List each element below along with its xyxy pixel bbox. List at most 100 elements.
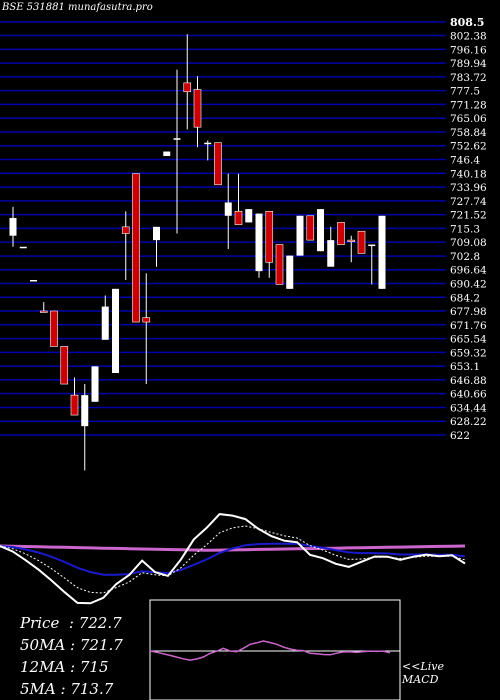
candle [265, 211, 274, 278]
candle-body [112, 288, 119, 373]
candle-body [9, 217, 17, 236]
candle [357, 230, 366, 254]
y-tick-label: 634.44 [450, 402, 487, 414]
candle [173, 69, 181, 234]
y-tick-label: 677.98 [450, 306, 487, 318]
candle-body [347, 239, 356, 242]
stat-ma50: 50MA : 721.7 [20, 636, 123, 654]
stat-ma12: 12MA : 715 [20, 658, 109, 676]
y-tick-label: 771.28 [450, 99, 487, 111]
y-tick-label: 622 [450, 430, 470, 442]
candle-body [101, 306, 109, 340]
stat-ma5-label: 5MA [20, 680, 56, 698]
y-tick-label: 721.52 [450, 210, 487, 222]
candle [153, 226, 160, 267]
candle [81, 384, 89, 471]
candle-body [70, 394, 79, 416]
candle [50, 310, 58, 347]
indicator-slow-ma-line [0, 542, 466, 576]
candle [121, 211, 130, 280]
y-tick-label: 808.5 [450, 16, 484, 29]
candle [214, 142, 222, 186]
candle-body [306, 215, 315, 241]
candle-body [357, 230, 366, 254]
candle-body [121, 226, 130, 234]
candle-body [173, 138, 181, 140]
candle [163, 151, 171, 156]
candle-body [368, 244, 376, 247]
candle-body [378, 215, 386, 289]
candle [19, 246, 27, 249]
candle [296, 215, 304, 256]
stat-ma12-value: 715 [79, 658, 109, 676]
candle [317, 209, 324, 252]
candle-body [39, 310, 48, 313]
candle [193, 76, 202, 148]
macd-legend: <<Live MACD [402, 660, 444, 686]
candle [306, 215, 315, 241]
candle [368, 244, 376, 285]
stat-ma12-label: 12MA [20, 658, 66, 676]
y-tick-label: 646.88 [450, 375, 487, 387]
macd-title-label: MACD [402, 673, 439, 686]
y-tick-label: 690.42 [450, 278, 487, 290]
candle [112, 288, 119, 373]
stat-price-value: 722.7 [78, 614, 122, 632]
y-tick-label: 783.72 [450, 72, 487, 84]
candle-body [81, 395, 89, 427]
candle [234, 173, 243, 225]
candle [91, 366, 99, 402]
y-tick-label: 640.66 [450, 389, 487, 401]
y-tick-label: 628.22 [450, 416, 487, 428]
stat-price: Price : 722.7 [20, 614, 122, 632]
y-tick-label: 665.54 [450, 334, 487, 346]
candle [378, 215, 386, 289]
stats-panel: Price : 722.7 50MA : 721.7 12MA : 715 5M… [20, 612, 123, 700]
candle [245, 209, 253, 223]
chart-title: BSE 531881 munafasutra.pro [2, 2, 153, 13]
y-tick-label: 765.06 [450, 113, 487, 125]
candle-body [60, 346, 69, 385]
candle-body [193, 89, 202, 128]
y-tick-label: 740.18 [450, 168, 487, 180]
candle [275, 244, 284, 285]
y-tick-label: 802.38 [450, 31, 487, 43]
stat-ma50-label: 50MA [20, 636, 66, 654]
y-tick-label: 696.64 [450, 265, 487, 277]
candle-body [91, 366, 99, 402]
candles [9, 34, 386, 471]
y-tick-label: 709.08 [450, 237, 487, 249]
candle [183, 34, 192, 130]
y-tick-label: 758.84 [450, 127, 487, 139]
macd-panel [149, 599, 401, 700]
candle [132, 173, 140, 323]
candle-body [224, 202, 232, 216]
candle-body [327, 240, 335, 267]
candle [255, 213, 263, 278]
candle-body [132, 173, 140, 323]
candle [9, 206, 17, 247]
candle [347, 235, 356, 263]
candle [204, 140, 212, 161]
candle [101, 295, 109, 340]
candle [224, 173, 232, 249]
y-tick-label: 733.96 [450, 182, 487, 194]
candle-body [275, 244, 284, 285]
candle-body [214, 142, 222, 186]
indicator-long-ma-line [0, 544, 466, 552]
y-tick-label: 653.1 [450, 361, 480, 373]
candle [30, 279, 37, 282]
y-tick-label: 727.74 [450, 196, 487, 208]
candle-body [142, 317, 151, 323]
y-tick-label: 752.62 [450, 141, 487, 153]
candle [327, 226, 335, 267]
candle [337, 222, 345, 245]
candle-body [255, 213, 263, 272]
stat-ma50-value: 721.7 [79, 636, 123, 654]
candle-body [337, 222, 345, 245]
candle [39, 302, 48, 313]
candle-body [286, 255, 294, 289]
candle-body [234, 211, 243, 225]
